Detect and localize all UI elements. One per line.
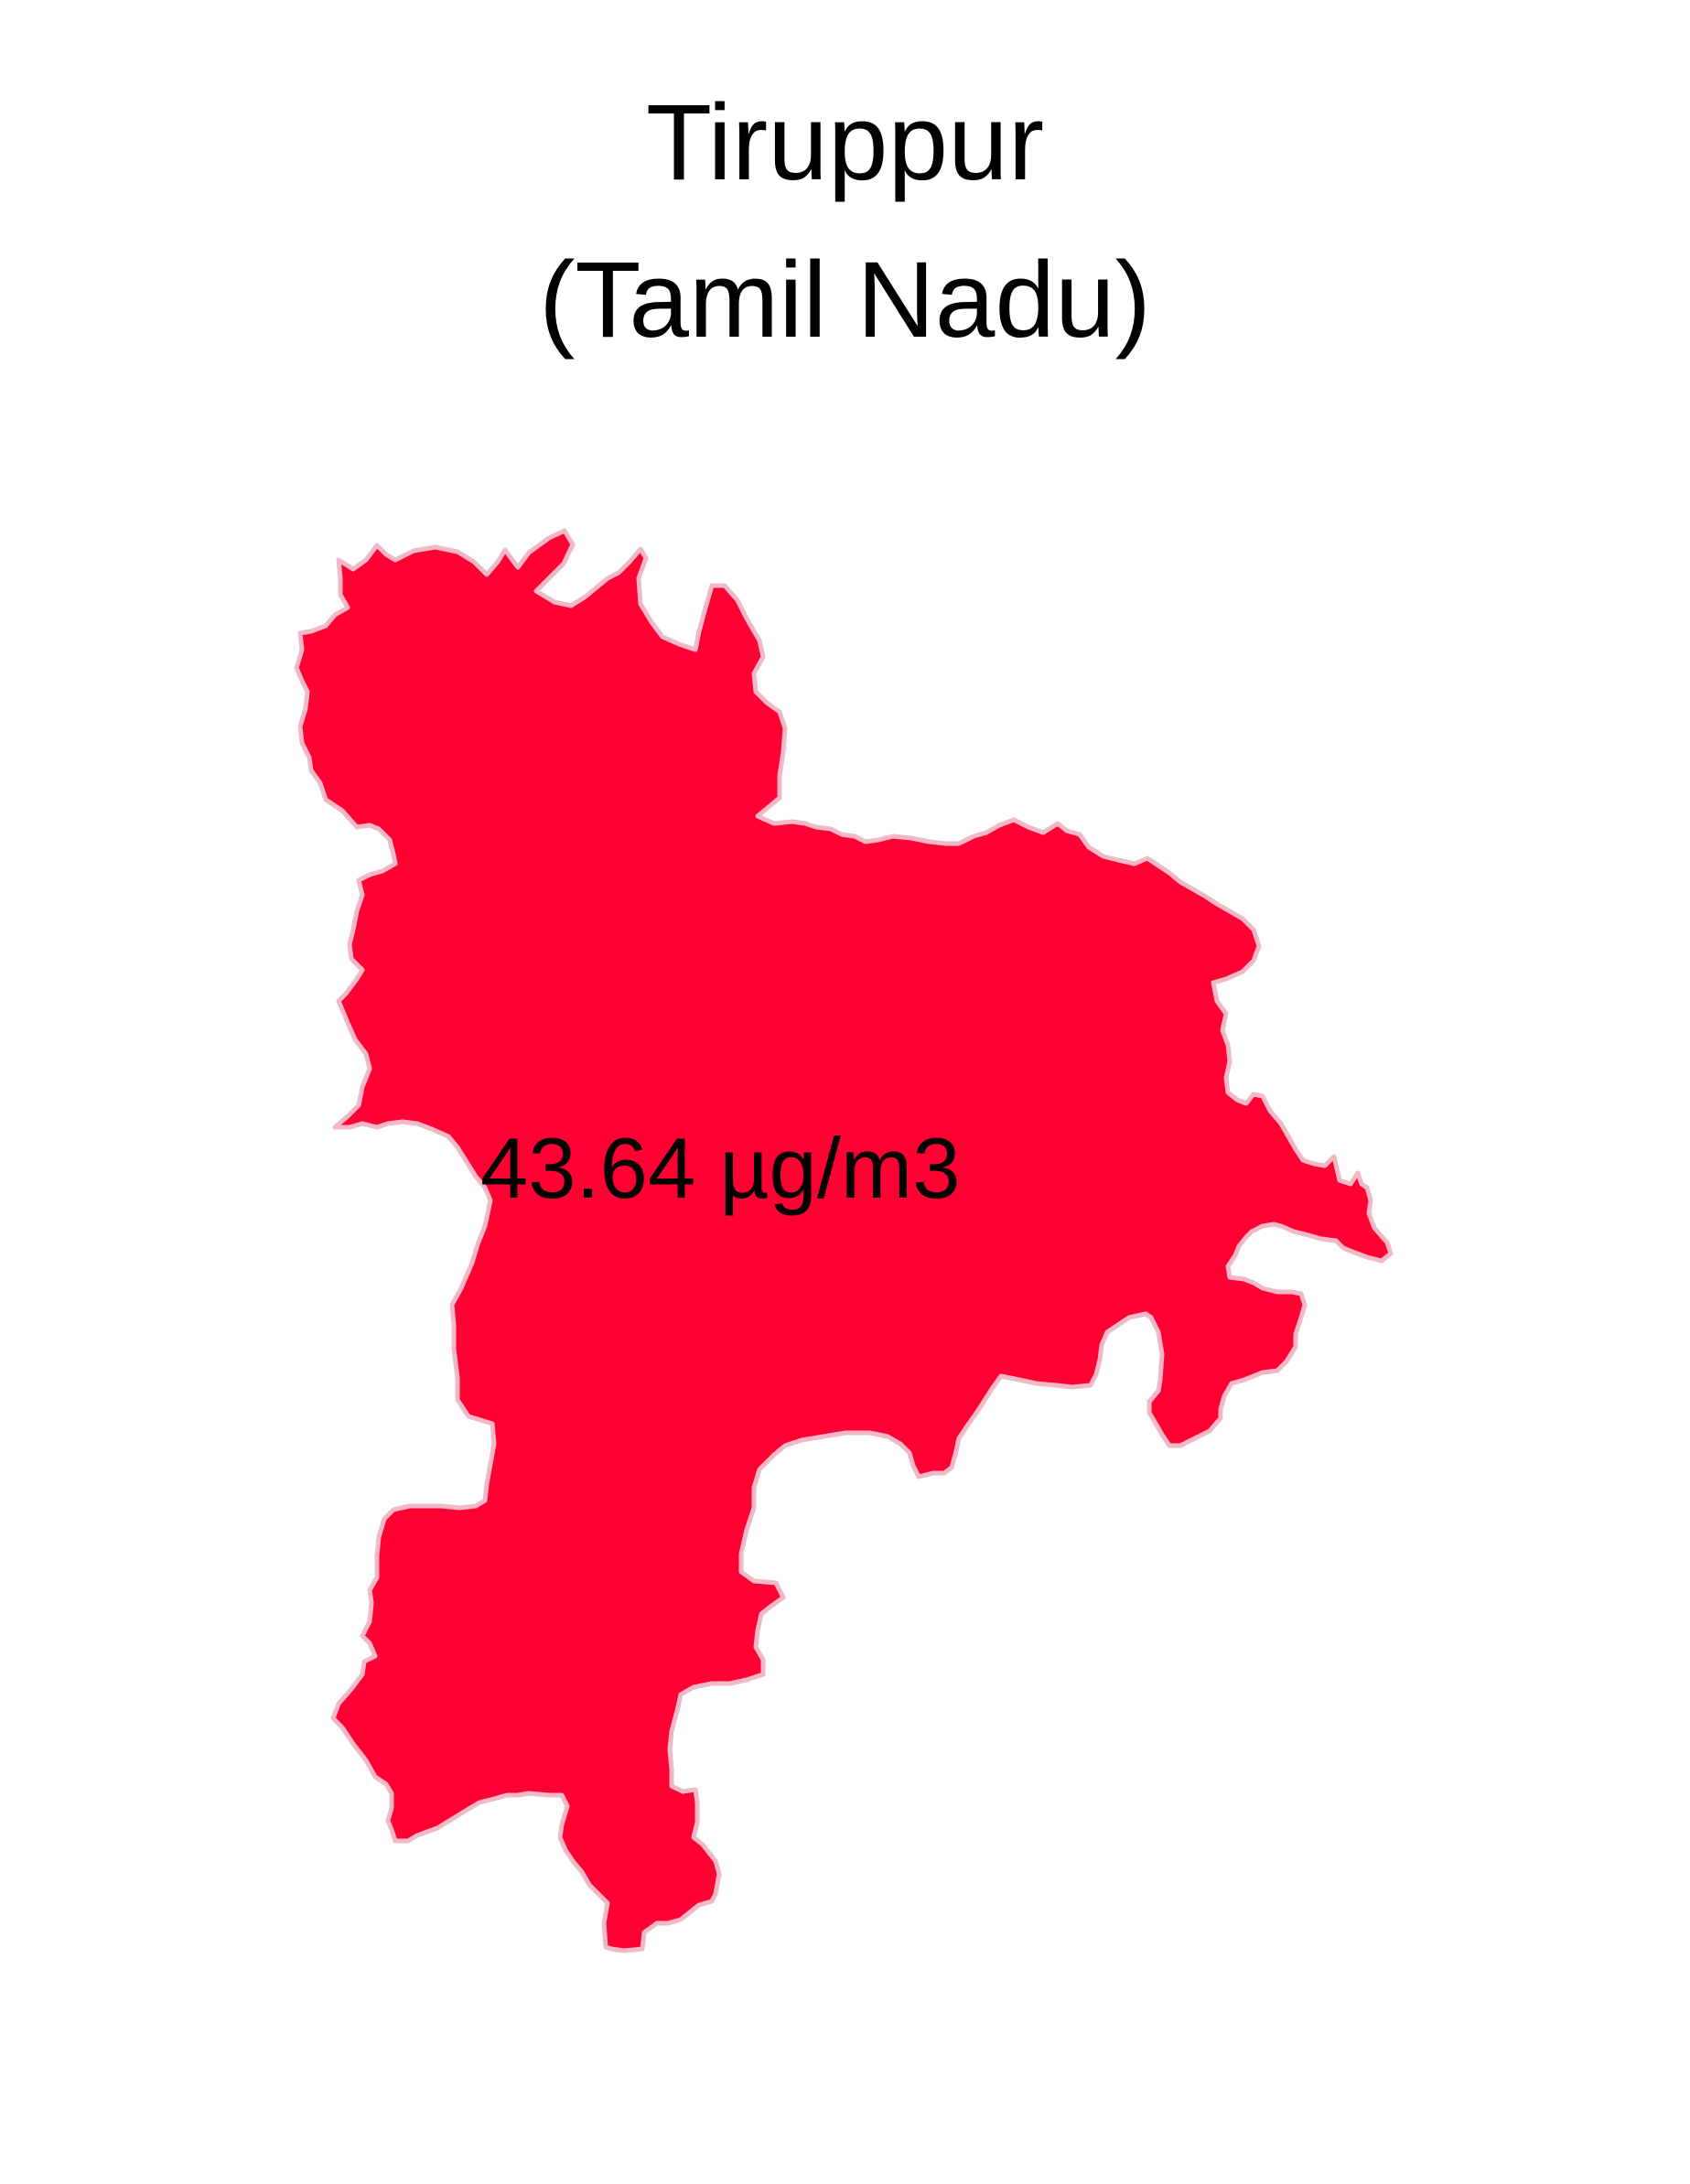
state-subtitle: (Tamil Nadu): [539, 240, 1151, 360]
tiruppur-district-shape: [294, 528, 1394, 1953]
district-title: Tiruppur: [645, 82, 1044, 203]
map-title: Tiruppur (Tamil Nadu): [0, 64, 1690, 379]
pm25-value-label: 43.64 µg/m3: [480, 1120, 961, 1216]
